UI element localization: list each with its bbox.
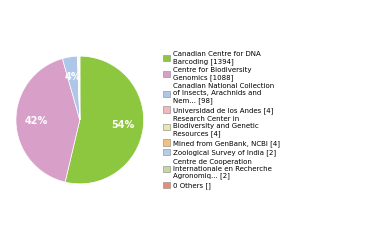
Wedge shape <box>62 56 80 120</box>
Wedge shape <box>65 56 144 184</box>
Wedge shape <box>79 56 80 120</box>
Wedge shape <box>79 56 80 120</box>
Wedge shape <box>77 56 80 120</box>
Text: 4%: 4% <box>65 72 81 82</box>
Text: 54%: 54% <box>111 120 135 130</box>
Wedge shape <box>16 59 80 182</box>
Wedge shape <box>78 56 80 120</box>
Text: 42%: 42% <box>25 116 48 126</box>
Legend: Canadian Centre for DNA
Barcoding [1394], Centre for Biodiversity
Genomics [1088: Canadian Centre for DNA Barcoding [1394]… <box>163 51 280 189</box>
